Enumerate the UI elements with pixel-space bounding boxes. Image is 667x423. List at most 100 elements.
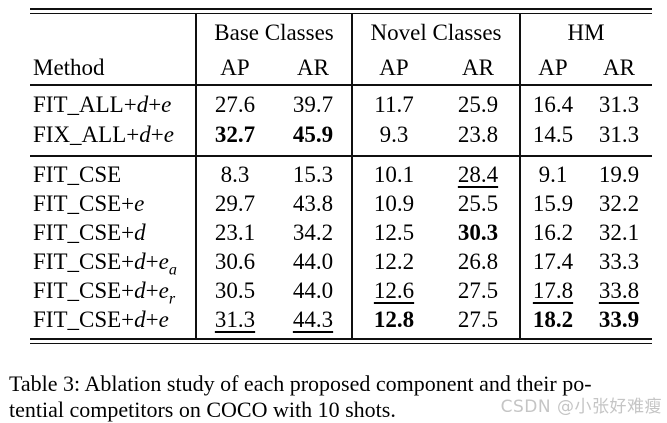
table-row: FIT_CSE+d+er 30.5 44.0 12.6 27.5 17.8 33.8 xyxy=(30,276,652,308)
value-cell: 31.3 xyxy=(598,92,640,117)
ablation-table: Base Classes Novel Classes HM Method AP … xyxy=(30,8,652,344)
value-cell: 14.5 xyxy=(532,122,574,147)
value-cell: 33.3 xyxy=(598,248,640,274)
value-cell: 29.7 xyxy=(214,190,256,216)
method-segment: e xyxy=(158,277,169,303)
method-segment: + xyxy=(148,92,162,117)
value-cell: 18.2 xyxy=(532,306,574,332)
method-cell: FIT_CSE+e xyxy=(30,191,196,217)
value-cell: 25.5 xyxy=(457,190,499,216)
header-body-rule xyxy=(30,84,652,86)
value-cell: 9.1 xyxy=(538,161,568,187)
caption-line-1: Table 3: Ablation study of each proposed… xyxy=(9,371,592,396)
table-row: FIT_CSE 8.3 15.3 10.1 28.4 9.1 19.9 xyxy=(30,160,652,189)
method-segment: FIT_CSE+ xyxy=(33,248,135,274)
value-cell: 32.2 xyxy=(598,190,640,216)
table-row: FIT_ALL+d+e 27.6 39.7 11.7 25.9 16.4 31.3 xyxy=(30,90,652,120)
value-cell: 16.4 xyxy=(532,92,574,117)
method-cell: FIT_CSE+d+ea xyxy=(30,248,196,279)
value-cell: 32.7 xyxy=(214,122,256,147)
header-hm-ar: AR xyxy=(603,54,635,80)
table-caption: Table 3: Ablation study of each proposed… xyxy=(9,371,664,423)
value-cell: 17.4 xyxy=(532,248,574,274)
table-row: FIT_CSE+d+ea 30.6 44.0 12.2 26.8 17.4 33.3 xyxy=(30,247,652,279)
header-novel-ar: AR xyxy=(462,54,494,80)
value-cell: 27.5 xyxy=(457,306,499,332)
method-segment: d xyxy=(134,306,146,332)
table-row: FIX_ALL+d+e 32.7 45.9 9.3 23.8 14.5 31.3 xyxy=(30,120,652,150)
value-cell: 34.2 xyxy=(292,219,334,245)
value-cell: 12.5 xyxy=(373,219,415,245)
method-segment: e xyxy=(161,92,172,117)
method-segment: FIT_CSE+ xyxy=(33,190,135,216)
method-segment: e xyxy=(158,306,169,332)
column-separator-2 xyxy=(351,14,353,338)
method-cell: FIX_ALL+d+e xyxy=(30,122,196,148)
header-group-novel: Novel Classes xyxy=(370,19,502,45)
header-base-ap: AP xyxy=(220,54,250,80)
header-hm-ap: AP xyxy=(538,54,568,80)
column-separator-3 xyxy=(519,14,521,338)
table-header-columns: Method AP AR AP AR AP AR xyxy=(30,51,652,84)
method-segment: a xyxy=(168,261,177,279)
method-segment: r xyxy=(168,290,176,308)
table-top-rule xyxy=(30,8,652,14)
method-segment: e xyxy=(134,190,145,216)
method-cell: FIT_CSE+d xyxy=(30,220,196,246)
value-cell: 30.3 xyxy=(457,219,499,245)
value-cell: 9.3 xyxy=(379,122,409,147)
value-cell: 43.8 xyxy=(292,190,334,216)
value-cell: 19.9 xyxy=(598,161,640,187)
value-cell: 23.8 xyxy=(457,122,499,147)
value-cell: 28.4 xyxy=(457,161,499,187)
table-body-group-2: FIT_CSE 8.3 15.3 10.1 28.4 9.1 19.9 FIT_CSE+e 29… xyxy=(30,157,652,338)
column-separator-1 xyxy=(195,14,197,338)
table-header-groups: Base Classes Novel Classes HM xyxy=(30,14,652,51)
table-row: FIT_CSE+e 29.7 43.8 10.9 25.5 15.9 32.2 xyxy=(30,189,652,218)
value-cell: 27.6 xyxy=(214,92,256,117)
group-divider-rule xyxy=(30,155,652,157)
method-segment: d xyxy=(136,92,149,117)
value-cell: 15.3 xyxy=(292,161,334,187)
value-cell: 17.8 xyxy=(532,277,574,303)
header-novel-ap: AP xyxy=(379,54,409,80)
table-row: FIT_CSE+d+e 31.3 44.3 12.8 27.5 18.2 33.9 xyxy=(30,305,652,334)
value-cell: 23.1 xyxy=(214,219,256,245)
method-segment: d xyxy=(139,122,151,147)
value-cell: 27.5 xyxy=(457,277,499,303)
method-cell: FIT_CSE+d+er xyxy=(30,277,196,308)
value-cell: 12.8 xyxy=(373,306,415,332)
value-cell: 10.9 xyxy=(373,190,415,216)
value-cell: 31.3 xyxy=(214,306,256,332)
value-cell: 10.1 xyxy=(373,161,415,187)
method-segment: + xyxy=(145,306,159,332)
method-segment: d xyxy=(134,248,146,274)
method-segment: + xyxy=(145,277,159,303)
value-cell: 30.5 xyxy=(214,277,256,303)
method-cell: FIT_CSE+d+e xyxy=(30,307,196,333)
value-cell: 12.2 xyxy=(373,248,415,274)
value-cell: 31.3 xyxy=(598,122,640,147)
value-cell: 16.2 xyxy=(532,219,574,245)
value-cell: 25.9 xyxy=(457,92,499,117)
method-cell: FIT_ALL+d+e xyxy=(30,92,196,118)
method-segment: FIT_CSE+ xyxy=(33,306,135,332)
value-cell: 15.9 xyxy=(532,190,574,216)
method-segment: FIT_CSE+ xyxy=(33,219,135,245)
value-cell: 33.9 xyxy=(598,306,640,332)
header-group-base: Base Classes xyxy=(214,19,334,45)
header-group-hm: HM xyxy=(567,19,605,45)
method-segment: FIT_CSE+ xyxy=(33,277,135,303)
method-segment: FIX_ALL+ xyxy=(33,122,140,147)
value-cell: 26.8 xyxy=(457,248,499,274)
watermark-text: CSDN @小张好难瘦 xyxy=(500,397,662,417)
value-cell: 39.7 xyxy=(292,92,334,117)
value-cell: 30.6 xyxy=(214,248,256,274)
table-row: FIT_CSE+d 23.1 34.2 12.5 30.3 16.2 32.1 xyxy=(30,218,652,247)
method-segment: + xyxy=(145,248,159,274)
method-segment: d xyxy=(134,277,146,303)
caption-line-2: tential competitors on COCO with 10 shot… xyxy=(9,397,396,422)
header-base-ar: AR xyxy=(297,54,329,80)
value-cell: 8.3 xyxy=(220,161,250,187)
method-segment: d xyxy=(134,219,146,245)
